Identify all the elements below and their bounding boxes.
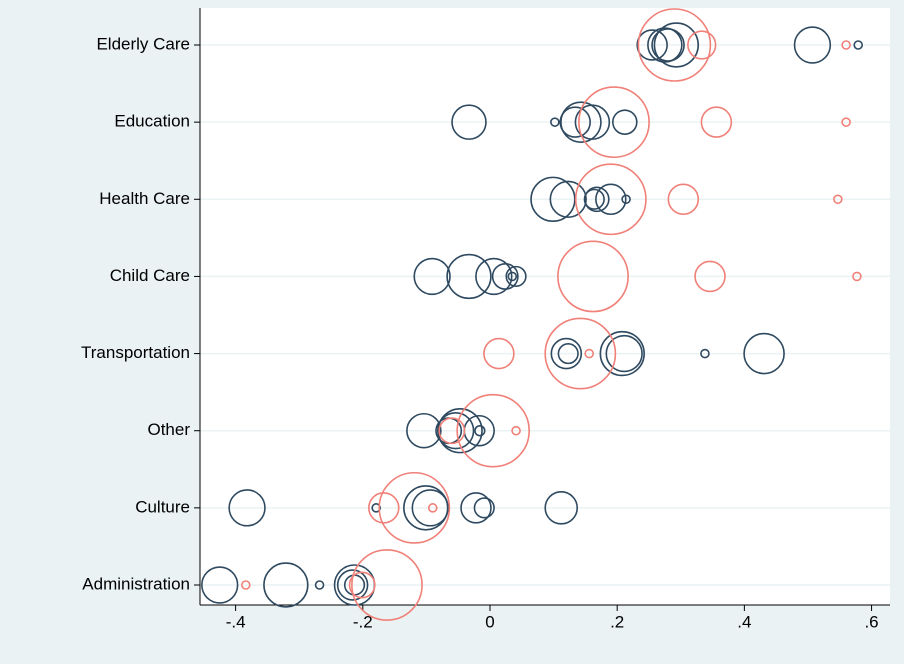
bubble [371,503,381,513]
bubble [451,104,487,140]
bubble [853,40,864,50]
bubble [550,337,583,370]
bubble [411,489,449,527]
bubble [743,332,785,375]
bubble [584,348,594,359]
bubble [446,253,492,300]
bubble [348,571,376,599]
bubble [694,260,726,293]
bubble [687,30,717,60]
bubble [456,393,530,468]
bubble [240,580,251,590]
y-tick-label: Education [114,112,190,131]
x-tick-label: -.2 [353,612,373,631]
bubble [473,497,495,519]
bubble [336,569,369,601]
bubble [263,562,309,608]
bubble [653,22,700,68]
bubble [437,408,483,454]
bubble [559,106,591,138]
bubble [507,271,518,282]
bubble [378,471,451,544]
bubble [351,549,423,621]
bubble [651,28,685,62]
bubble [637,8,712,82]
y-tick-label: Administration [82,574,190,593]
bubble [314,580,325,590]
x-tick-label: -.4 [226,612,246,631]
bubble [841,117,851,127]
x-tick-label: .4 [737,612,751,631]
bubble [612,109,638,135]
bubble [621,194,631,205]
bubble [544,317,617,390]
bubble [578,86,650,159]
bubble [438,417,466,445]
bubble [584,186,610,213]
x-tick-label: .6 [864,612,878,631]
bubble [483,337,515,370]
bubble [793,26,832,64]
bubble [605,334,643,373]
bubble [511,425,521,436]
bubble [667,183,700,216]
bubble [841,40,851,50]
bubble [530,176,576,222]
bubble [599,330,645,377]
bubble [544,491,579,525]
bubble [368,492,400,524]
bubble [475,257,513,296]
bubble [557,240,629,313]
y-tick-label: Other [147,420,190,439]
bubble [406,412,442,449]
plot-area [200,8,890,605]
bubble [647,27,683,63]
bubble [574,104,611,140]
x-tick-label: 0 [485,612,494,631]
bubble [201,566,239,604]
bubble [460,492,492,524]
y-tick-label: Child Care [110,266,190,285]
x-tick-label: .2 [610,612,624,631]
bubble [228,489,266,527]
bubble [700,106,733,138]
bubble [474,425,486,437]
bubble [413,257,451,296]
bubble [427,503,438,513]
bubble [574,163,647,236]
y-tick-label: Health Care [99,189,190,208]
bubble [491,262,519,290]
bubble [550,117,560,127]
bubble [549,180,587,218]
bubble [595,183,627,216]
bubble [852,271,862,282]
bubble [700,348,710,359]
bubble [557,342,579,365]
y-tick-label: Transportation [81,343,190,362]
bubble [833,194,843,205]
y-tick-label: Culture [135,497,190,516]
bubble [636,29,668,61]
y-tick-label: Elderly Care [96,34,190,53]
bubble [505,265,527,288]
